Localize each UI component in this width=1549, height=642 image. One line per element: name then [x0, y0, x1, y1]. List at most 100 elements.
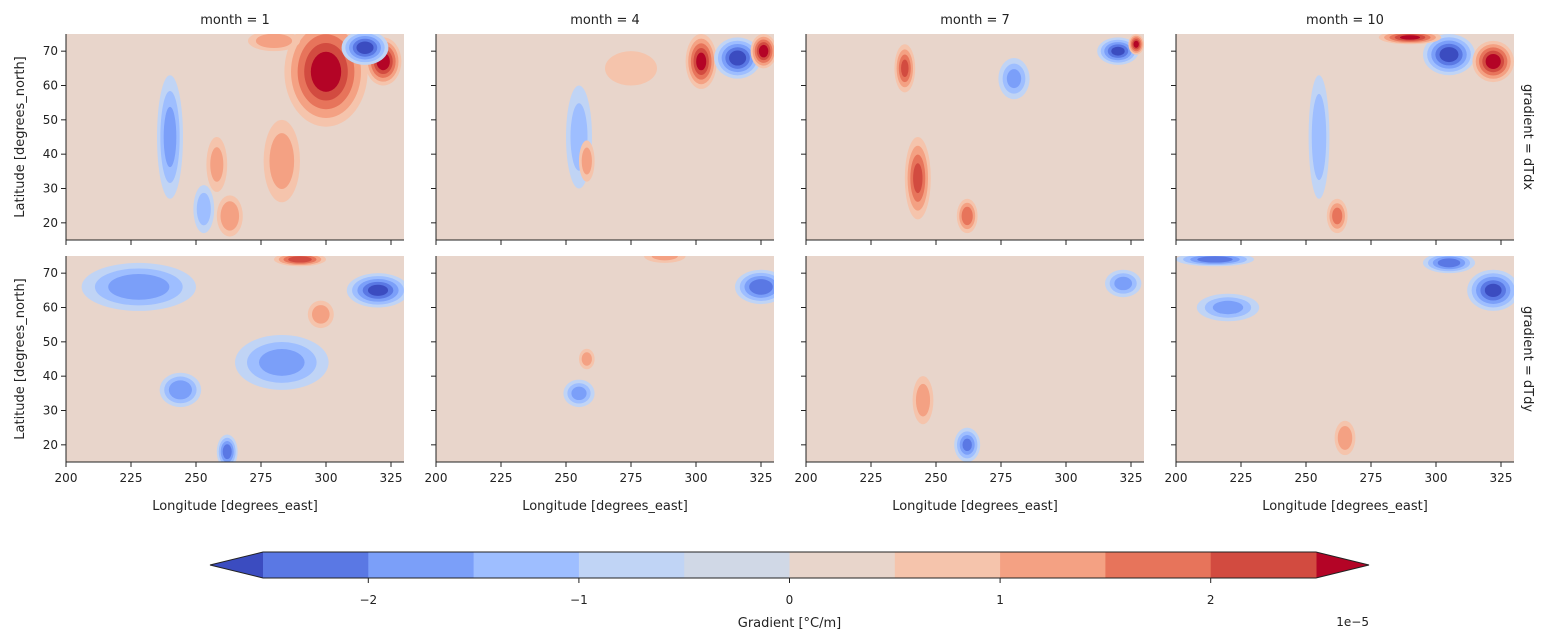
- y-tick-label: 40: [43, 369, 58, 383]
- axes-group: 20 30 40 50 60 70 Latitude [degrees_north] 200 2…: [13, 34, 1514, 514]
- colorbar-tick-label: 2: [1207, 593, 1215, 607]
- row-title: gradient = dTdx: [1520, 84, 1535, 190]
- contour-feature-2-level-1.5: [1114, 276, 1133, 291]
- panels-group: [66, 34, 1514, 462]
- colorbar-segment: [1000, 552, 1106, 578]
- colorbar-segment: [894, 552, 1001, 578]
- x-tick-label: 200: [55, 471, 78, 485]
- contour-feature-0-level-1.5: [108, 274, 170, 300]
- y-tick-label: 30: [43, 182, 58, 196]
- contour-feature-0-level-2.5: [1439, 47, 1459, 63]
- x-tick-label: 275: [250, 471, 273, 485]
- column-title: month = 7: [940, 13, 1010, 28]
- panel-0-0: [66, 34, 404, 240]
- contour-feature-1-level-2: [913, 163, 923, 194]
- contour-feature-0-level-2: [901, 59, 909, 78]
- contour-feature-7-level-1: [210, 147, 224, 182]
- contour-feature-2-level-1.5: [961, 206, 973, 226]
- panel-background: [806, 256, 1144, 462]
- row-title: gradient = dTdy: [1520, 306, 1535, 412]
- contour-feature-5-level-2.5: [1133, 40, 1139, 48]
- x-tick-label: 225: [120, 471, 143, 485]
- x-tick-label: 200: [425, 471, 448, 485]
- contour-feature-5-level-0.5: [605, 51, 657, 86]
- contour-feature-1-level-1.5: [168, 380, 192, 400]
- colorbar-segment: [473, 552, 580, 578]
- contour-feature-3-level-1: [651, 256, 678, 261]
- x-tick-label: 300: [315, 471, 338, 485]
- contour-feature-4-level-1.5: [1332, 207, 1343, 225]
- y-tick-label: 60: [43, 301, 58, 315]
- panel-1-2: [806, 256, 1144, 462]
- y-tick-label: 60: [43, 79, 58, 93]
- colorbar-segment: [789, 552, 896, 578]
- x-tick-label: 250: [185, 471, 208, 485]
- panel-1-1: [436, 256, 774, 462]
- contour-feature-0-level-1: [915, 383, 931, 417]
- panel-0-3: [1176, 34, 1514, 240]
- colorbar-tick-label: −2: [359, 593, 377, 607]
- panel-1-0: [66, 256, 404, 462]
- contour-feature-3-level-1.5: [1006, 69, 1022, 89]
- contour-feature-4-level-1: [581, 147, 592, 175]
- x-tick-label: 275: [1360, 471, 1383, 485]
- colorbar-extend-min: [210, 552, 263, 578]
- contour-feature-8-level-1: [196, 192, 211, 226]
- y-tick-label: 70: [43, 44, 58, 58]
- contour-feature-5-level-1: [311, 305, 330, 324]
- panel-0-1: [436, 34, 774, 240]
- contour-feature-3-level-1: [1311, 93, 1327, 181]
- x-tick-label: 300: [1425, 471, 1448, 485]
- column-titles: month = 1 month = 4 month = 7 month = 10: [200, 13, 1384, 28]
- y-tick-label: 30: [43, 404, 58, 418]
- contour-feature-0-level-2: [1437, 258, 1461, 268]
- x-tick-label: 300: [685, 471, 708, 485]
- x-tick-label: 325: [1120, 471, 1143, 485]
- contour-feature-4-level-2: [1197, 256, 1233, 263]
- y-tick-label: 20: [43, 438, 58, 452]
- contour-feature-0-level-2.5: [696, 52, 707, 71]
- contour-feature-1-level-2.5: [1485, 53, 1501, 69]
- contour-feature-2-level-2.5: [1399, 35, 1421, 40]
- x-tick-label: 275: [620, 471, 643, 485]
- contour-feature-4-level-2.5: [1111, 46, 1125, 56]
- contour-feature-0-level-2.5: [310, 51, 342, 92]
- contour-feature-4-level-2: [288, 256, 312, 263]
- colorbar-outline: [209, 551, 1370, 579]
- y-tick-label: 50: [43, 335, 58, 349]
- panel-1-3: [1176, 256, 1514, 462]
- contour-feature-2-level-2.5: [758, 44, 769, 58]
- contour-feature-1-level-2.5: [729, 50, 747, 66]
- y-tick-label: 50: [43, 113, 58, 127]
- y-axis-label: Latitude [degrees_north]: [13, 278, 28, 439]
- x-tick-label: 325: [750, 471, 773, 485]
- x-tick-label: 225: [1230, 471, 1253, 485]
- colorbar-tick-label: −1: [570, 593, 588, 607]
- x-axis-label: Longitude [degrees_east]: [892, 499, 1058, 514]
- column-title: month = 4: [570, 13, 640, 28]
- x-tick-label: 275: [990, 471, 1013, 485]
- contour-feature-1-level-2: [962, 438, 972, 452]
- x-tick-label: 225: [860, 471, 883, 485]
- y-tick-label: 70: [43, 266, 58, 280]
- x-axis-label: Longitude [degrees_east]: [152, 499, 318, 514]
- contour-feature-2-level-2.5: [356, 41, 374, 55]
- contour-feature-3-level-1: [255, 34, 293, 49]
- column-title: month = 10: [1306, 13, 1384, 28]
- contour-feature-6-level-1: [220, 201, 240, 231]
- row-titles: gradient = dTdx gradient = dTdy: [1520, 84, 1535, 412]
- colorbar-scale-label: 1e−5: [1336, 615, 1369, 629]
- colorbar-segment: [368, 552, 475, 578]
- colorbar-segment: [263, 552, 369, 578]
- colorbar-extend-max: [1316, 552, 1369, 578]
- x-tick-label: 250: [555, 471, 578, 485]
- x-tick-label: 225: [490, 471, 513, 485]
- colorbar-tick-label: 0: [786, 593, 794, 607]
- colorbar-segment: [1210, 552, 1317, 578]
- x-tick-label: 200: [795, 471, 818, 485]
- contour-feature-1-level-1.5: [571, 386, 587, 401]
- x-tick-label: 250: [1295, 471, 1318, 485]
- y-tick-label: 40: [43, 147, 58, 161]
- contour-feature-3-level-2.5: [367, 284, 389, 296]
